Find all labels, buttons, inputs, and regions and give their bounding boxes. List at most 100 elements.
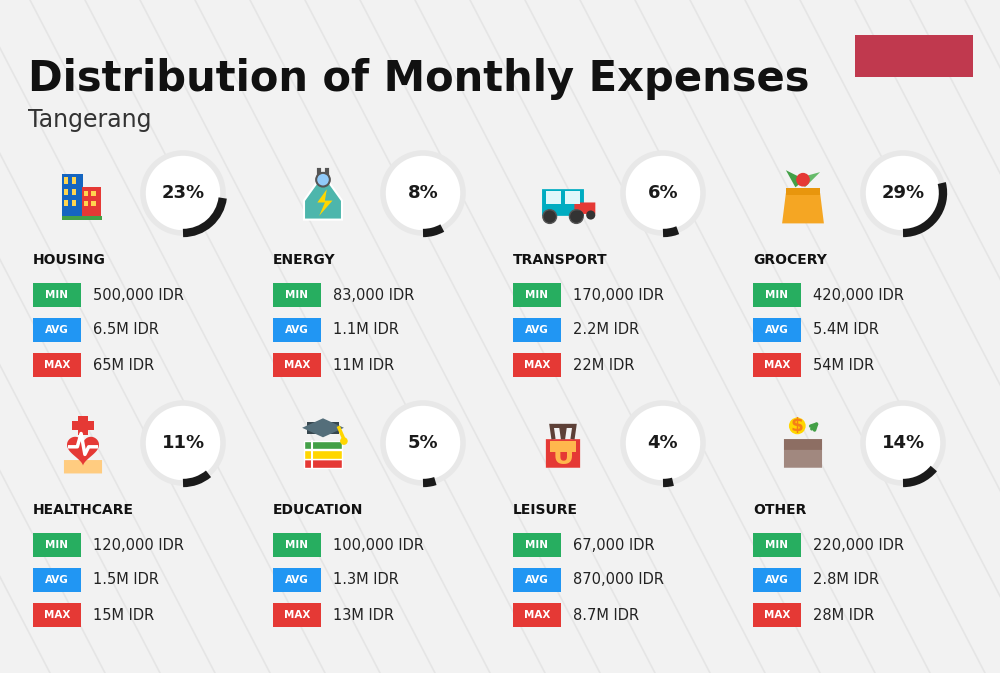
Circle shape: [143, 153, 223, 233]
Text: AVG: AVG: [525, 325, 549, 335]
Text: MIN: MIN: [46, 540, 68, 550]
Text: 6%: 6%: [648, 184, 678, 202]
Circle shape: [316, 173, 330, 186]
Text: AVG: AVG: [285, 325, 309, 335]
FancyBboxPatch shape: [542, 189, 584, 216]
FancyBboxPatch shape: [72, 178, 76, 184]
FancyBboxPatch shape: [513, 283, 561, 307]
FancyBboxPatch shape: [84, 190, 88, 197]
Text: $: $: [791, 417, 804, 435]
Text: U: U: [552, 444, 574, 470]
Text: MAX: MAX: [284, 610, 310, 620]
FancyBboxPatch shape: [753, 568, 801, 592]
Text: MAX: MAX: [524, 610, 550, 620]
FancyBboxPatch shape: [273, 568, 321, 592]
FancyBboxPatch shape: [33, 533, 81, 557]
Text: 67,000 IDR: 67,000 IDR: [573, 538, 655, 553]
Text: 5%: 5%: [408, 434, 438, 452]
Polygon shape: [799, 172, 820, 187]
FancyBboxPatch shape: [855, 35, 973, 77]
FancyBboxPatch shape: [33, 568, 81, 592]
Polygon shape: [782, 193, 824, 223]
FancyBboxPatch shape: [550, 441, 576, 452]
Text: 5.4M IDR: 5.4M IDR: [813, 322, 879, 337]
FancyBboxPatch shape: [753, 318, 801, 342]
Text: 170,000 IDR: 170,000 IDR: [573, 287, 664, 302]
FancyBboxPatch shape: [513, 603, 561, 627]
FancyBboxPatch shape: [304, 450, 342, 458]
Circle shape: [574, 211, 584, 219]
Text: EDUCATION: EDUCATION: [273, 503, 363, 517]
FancyBboxPatch shape: [72, 421, 94, 431]
Text: 23%: 23%: [161, 184, 205, 202]
FancyBboxPatch shape: [33, 353, 81, 377]
Circle shape: [340, 437, 348, 445]
Text: 4%: 4%: [648, 434, 678, 452]
Text: HEALTHCARE: HEALTHCARE: [33, 503, 134, 517]
FancyBboxPatch shape: [273, 283, 321, 307]
Polygon shape: [317, 189, 332, 216]
FancyBboxPatch shape: [273, 318, 321, 342]
Text: OTHER: OTHER: [753, 503, 806, 517]
Text: TRANSPORT: TRANSPORT: [513, 253, 608, 267]
Text: 11%: 11%: [161, 434, 205, 452]
Text: HOUSING: HOUSING: [33, 253, 106, 267]
Text: AVG: AVG: [285, 575, 309, 585]
Text: AVG: AVG: [765, 575, 789, 585]
FancyBboxPatch shape: [513, 318, 561, 342]
Text: Distribution of Monthly Expenses: Distribution of Monthly Expenses: [28, 58, 810, 100]
Text: 1.3M IDR: 1.3M IDR: [333, 573, 399, 588]
FancyBboxPatch shape: [78, 417, 88, 435]
Text: MIN: MIN: [286, 540, 308, 550]
FancyBboxPatch shape: [33, 318, 81, 342]
Text: ENERGY: ENERGY: [273, 253, 336, 267]
Text: 83,000 IDR: 83,000 IDR: [333, 287, 414, 302]
Polygon shape: [786, 170, 805, 187]
Circle shape: [796, 173, 810, 186]
Text: 870,000 IDR: 870,000 IDR: [573, 573, 664, 588]
Circle shape: [586, 211, 595, 219]
FancyBboxPatch shape: [546, 191, 561, 205]
Text: 220,000 IDR: 220,000 IDR: [813, 538, 904, 553]
Text: 8%: 8%: [408, 184, 438, 202]
Text: AVG: AVG: [525, 575, 549, 585]
FancyBboxPatch shape: [33, 603, 81, 627]
Circle shape: [789, 417, 806, 434]
FancyBboxPatch shape: [546, 439, 580, 468]
Text: 2.2M IDR: 2.2M IDR: [573, 322, 639, 337]
Text: MAX: MAX: [44, 610, 70, 620]
Text: 420,000 IDR: 420,000 IDR: [813, 287, 904, 302]
Text: MAX: MAX: [764, 360, 790, 370]
Polygon shape: [302, 419, 344, 437]
Text: MIN: MIN: [526, 540, 548, 550]
FancyBboxPatch shape: [784, 439, 822, 468]
Text: 8.7M IDR: 8.7M IDR: [573, 608, 639, 623]
FancyBboxPatch shape: [64, 460, 102, 473]
Text: Tangerang: Tangerang: [28, 108, 152, 132]
Text: 15M IDR: 15M IDR: [93, 608, 154, 623]
FancyBboxPatch shape: [753, 283, 801, 307]
Circle shape: [569, 210, 583, 223]
Text: 14%: 14%: [881, 434, 925, 452]
FancyBboxPatch shape: [784, 439, 822, 450]
FancyBboxPatch shape: [273, 603, 321, 627]
Circle shape: [863, 153, 943, 233]
Text: MIN: MIN: [526, 290, 548, 300]
FancyBboxPatch shape: [565, 191, 580, 205]
Text: MIN: MIN: [286, 290, 308, 300]
Text: 29%: 29%: [881, 184, 925, 202]
Text: AVG: AVG: [45, 575, 69, 585]
FancyBboxPatch shape: [64, 188, 68, 195]
Text: MIN: MIN: [46, 290, 68, 300]
FancyBboxPatch shape: [574, 203, 595, 214]
Text: 28M IDR: 28M IDR: [813, 608, 874, 623]
FancyBboxPatch shape: [513, 533, 561, 557]
FancyBboxPatch shape: [304, 460, 342, 468]
FancyBboxPatch shape: [513, 568, 561, 592]
Text: 6.5M IDR: 6.5M IDR: [93, 322, 159, 337]
Circle shape: [383, 153, 463, 233]
Text: 2.8M IDR: 2.8M IDR: [813, 573, 879, 588]
Polygon shape: [67, 437, 99, 466]
Text: GROCERY: GROCERY: [753, 253, 827, 267]
Circle shape: [623, 153, 703, 233]
